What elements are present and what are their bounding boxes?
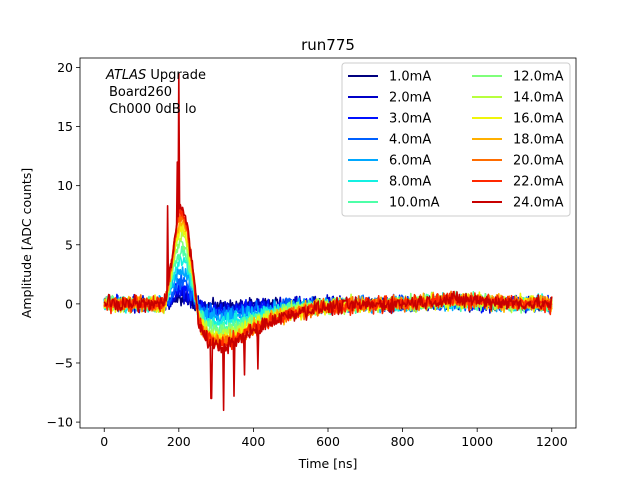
series-layer (103, 72, 553, 412)
atlas-label: ATLAS Upgrade (105, 68, 206, 83)
x-tick-label: 200 (167, 434, 191, 449)
x-tick-label: 1200 (536, 434, 568, 449)
legend-label: 6.0mA (389, 154, 431, 169)
series-line (103, 72, 553, 412)
legend-label: 20.0mA (513, 154, 564, 169)
channel-label: Ch000 0dB lo (109, 102, 196, 117)
legend-label: 18.0mA (513, 133, 564, 148)
x-tick-label: 1000 (461, 434, 493, 449)
y-tick-label: 5 (65, 237, 73, 252)
legend-box (341, 62, 571, 217)
legend-label: 14.0mA (513, 91, 564, 106)
legend-label: 16.0mA (513, 112, 564, 127)
x-tick-label: 800 (391, 434, 415, 449)
legend-label: 2.0mA (389, 91, 431, 106)
y-tick-label: 10 (57, 178, 73, 193)
board-label: Board260 (109, 85, 172, 100)
legend-label: 12.0mA (513, 70, 564, 85)
y-tick-label: 15 (57, 119, 73, 134)
atlas-label-rest: Upgrade (146, 68, 206, 83)
legend-label: 8.0mA (389, 175, 431, 190)
x-axis-label: Time [ns] (298, 456, 358, 471)
chart-title: run775 (301, 36, 355, 54)
x-tick-label: 600 (316, 434, 340, 449)
legend-label: 1.0mA (389, 70, 431, 85)
y-tick-label: 20 (57, 60, 73, 75)
y-tick-label: −10 (47, 415, 73, 430)
x-tick-label: 400 (241, 434, 265, 449)
legend: 1.0mA 2.0mA 3.0mA 4.0mA 6.0mA 8.0mA 10.0mA 12.0… (341, 62, 571, 217)
legend-label: 24.0mA (513, 196, 564, 211)
x-tick-label: 0 (100, 434, 108, 449)
legend-label: 10.0mA (389, 196, 440, 211)
legend-label: 22.0mA (513, 175, 564, 190)
legend-label: 4.0mA (389, 133, 431, 148)
y-tick-label: 0 (65, 296, 73, 311)
atlas-label-italic: ATLAS (105, 68, 146, 83)
legend-label: 3.0mA (389, 112, 431, 127)
x-ticks: 0 200 400 600 800 1000 1200 (100, 428, 568, 449)
y-axis-label: Amplitude [ADC counts] (19, 168, 34, 318)
y-tick-label: −5 (55, 355, 73, 370)
y-ticks: −10 −5 0 5 10 15 20 (47, 60, 80, 430)
